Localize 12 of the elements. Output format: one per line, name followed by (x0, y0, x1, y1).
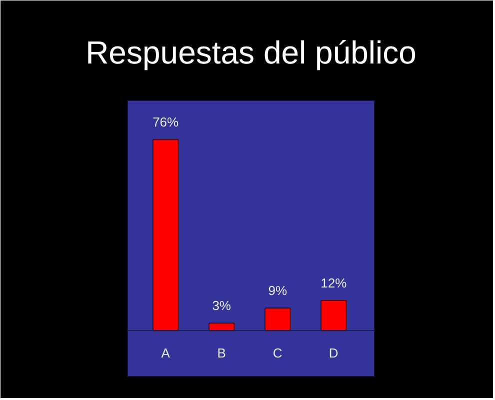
bar (320, 300, 347, 332)
x-tick-label: C (272, 346, 282, 361)
bar (152, 139, 179, 332)
x-tick-label: D (328, 346, 338, 361)
data-label: 12% (320, 276, 348, 290)
bar (264, 308, 291, 332)
data-label: 9% (268, 283, 288, 298)
data-label: 76% (152, 114, 180, 130)
chart-title: Respuestas del público (86, 34, 416, 70)
x-tick-label: A (161, 346, 170, 361)
data-label: 3% (212, 298, 232, 314)
x-tick-label: B (217, 346, 226, 361)
